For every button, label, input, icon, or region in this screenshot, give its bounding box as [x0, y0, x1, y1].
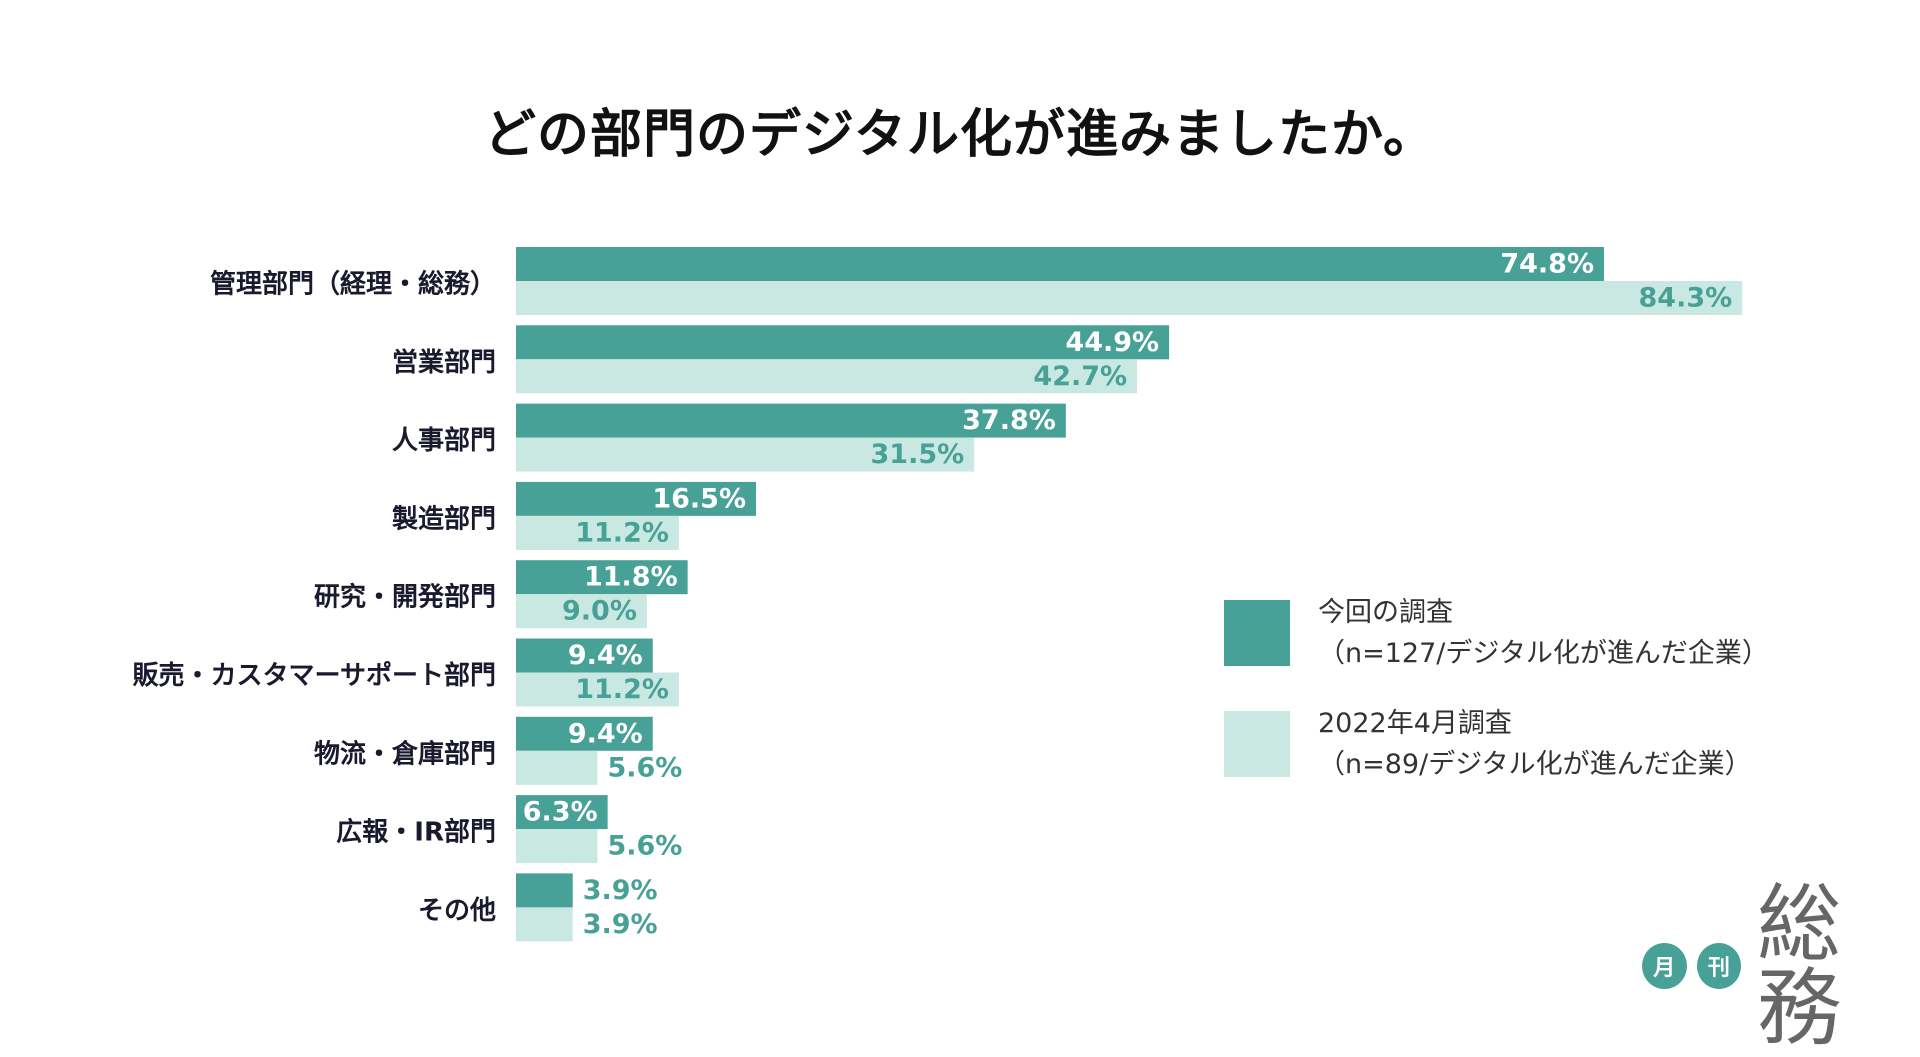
value-label-previous: 9.0% — [562, 596, 637, 627]
category-label: 営業部門 — [392, 348, 496, 378]
value-label-current: 37.8% — [962, 405, 1056, 436]
legend-swatch-previous — [1224, 711, 1290, 777]
bar-current — [516, 638, 653, 673]
value-label-current: 74.8% — [1500, 249, 1594, 280]
category-label: 製造部門 — [392, 504, 496, 534]
value-label-previous: 3.9% — [583, 909, 658, 940]
bar-current — [516, 247, 1604, 281]
value-label-current: 44.9% — [1065, 327, 1159, 358]
legend-item-current: 今回の調査 （n=127/デジタル化が進んだ企業） — [1224, 597, 1769, 674]
value-label-previous: 84.3% — [1639, 283, 1733, 314]
legend-detail-previous: （n=89/デジタル化が進んだ企業） — [1318, 749, 1752, 780]
category-label: 物流・倉庫部門 — [314, 738, 496, 769]
category-label: 研究・開発部門 — [314, 582, 496, 613]
bar-previous — [516, 750, 598, 785]
value-label-previous: 5.6% — [607, 752, 682, 783]
category-label: 管理部門（経理・総務） — [210, 269, 496, 300]
value-label-previous: 31.5% — [871, 439, 965, 470]
bar-current — [516, 873, 573, 908]
bar-previous — [516, 281, 1743, 315]
bar-previous — [516, 515, 679, 550]
bar-current — [516, 325, 1170, 360]
bar-previous — [516, 907, 573, 942]
value-label-previous: 11.2% — [575, 674, 669, 705]
value-label-previous: 42.7% — [1033, 361, 1127, 392]
logo-circle-tsuki: 月 — [1642, 943, 1687, 989]
value-label-current: 16.5% — [652, 483, 746, 514]
legend-swatch-current — [1224, 600, 1290, 666]
bar-current — [516, 403, 1066, 438]
bar-current — [516, 481, 756, 516]
category-label: 販売・カスタマーサポート部門 — [133, 660, 496, 691]
category-label: 広報・IR部門 — [336, 817, 496, 848]
bar-previous — [516, 359, 1138, 394]
logo-circle-kan: 刊 — [1696, 943, 1742, 989]
legend-item-previous: 2022年4月調査 （n=89/デジタル化が進んだ企業） — [1224, 708, 1752, 785]
bar-chart: 管理部門（経理・総務） 74.8% 84.3% 営業部門 44.9%42.7% 人事部門 3… — [133, 247, 1743, 942]
category-label: 人事部門 — [392, 426, 496, 456]
chart-title: どの部門のデジタル化が進みましたか。 — [484, 105, 1436, 165]
bar-previous — [516, 594, 647, 629]
legend-text-current: 今回の調査 （n=127/デジタル化が進んだ企業） — [1318, 592, 1769, 674]
bar-current — [516, 716, 653, 751]
value-label-previous: 5.6% — [607, 831, 682, 862]
value-label-current: 9.4% — [568, 718, 643, 749]
bar-previous — [516, 437, 975, 472]
bar-previous — [516, 829, 598, 864]
legend-text-previous: 2022年4月調査 （n=89/デジタル化が進んだ企業） — [1318, 703, 1752, 785]
bar-current — [516, 560, 688, 595]
monthly-somu-logo: 月 刊 総務 — [1642, 882, 1920, 1050]
value-label-current: 9.4% — [568, 640, 643, 671]
bar-current — [516, 795, 608, 830]
legend-label-previous: 2022年4月調査 — [1318, 708, 1512, 739]
value-label-previous: 11.2% — [575, 517, 669, 548]
value-label-current: 11.8% — [584, 562, 678, 593]
value-label-current: 3.9% — [583, 875, 658, 906]
category-label: その他 — [418, 896, 496, 926]
logo-text-somu: 総務 — [1757, 875, 1842, 1057]
bar-previous — [516, 672, 679, 707]
value-label-current: 6.3% — [523, 797, 598, 828]
legend-detail-current: （n=127/デジタル化が進んだ企業） — [1318, 638, 1769, 669]
legend-label-current: 今回の調査 — [1318, 597, 1453, 628]
